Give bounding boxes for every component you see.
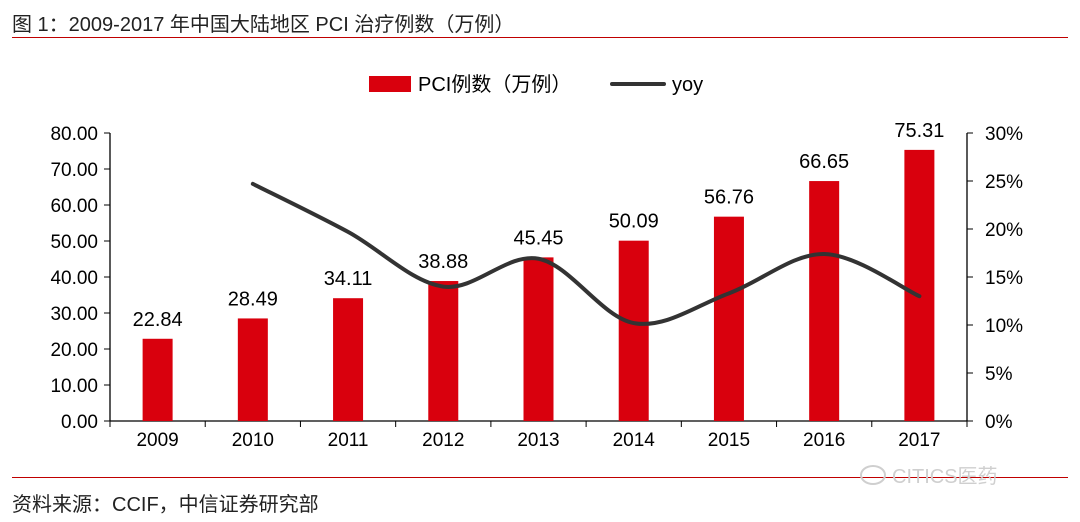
bar-data-label: 28.49	[228, 288, 278, 310]
watermark: CITICS医药	[860, 460, 998, 489]
axis-tick-labels: 0.00 10.00 20.00 30.00 40.00 50.00 60.00 70.00 8…	[50, 124, 1023, 451]
bar-data-labels: 22.84 28.49 34.11 38.88 45.45 50.09 56.76 66.65…	[133, 120, 945, 331]
bar	[618, 240, 649, 421]
x-axis-tick-label: 2017	[898, 430, 940, 451]
bar	[713, 216, 744, 421]
bar-data-label: 75.31	[894, 120, 944, 142]
bar-data-label: 38.88	[418, 251, 468, 273]
left-axis-tick-label: 40.00	[50, 268, 98, 289]
left-axis-tick-label: 0.00	[61, 412, 98, 433]
bar	[904, 149, 935, 421]
bar	[333, 298, 364, 421]
legend-label-line: yoy	[672, 74, 703, 96]
wechat-icon	[860, 465, 886, 485]
left-axis-tick-label: 80.00	[50, 124, 98, 145]
bar-data-label: 56.76	[704, 187, 754, 209]
bar	[142, 338, 173, 421]
x-axis-tick-label: 2015	[708, 430, 750, 451]
figure-title: 图 1：2009-2017 年中国大陆地区 PCI 治疗例数（万例）	[12, 14, 515, 36]
bar	[523, 257, 554, 421]
right-axis-tick-label: 5%	[985, 364, 1013, 385]
title-divider	[12, 37, 1068, 38]
source-note: 资料来源：CCIF，中信证券研究部	[12, 494, 319, 516]
x-axis-tick-label: 2016	[803, 430, 845, 451]
bar-data-label: 50.09	[609, 211, 659, 233]
bar	[237, 318, 268, 421]
x-axis-tick-label: 2011	[328, 430, 369, 451]
left-axis-tick-label: 30.00	[50, 304, 98, 325]
bar-data-label: 34.11	[324, 268, 373, 290]
bar	[428, 281, 459, 421]
left-axis-tick-label: 50.00	[50, 232, 98, 253]
right-axis-tick-label: 20%	[985, 220, 1023, 241]
left-axis-tick-label: 70.00	[50, 160, 98, 181]
footer-divider	[12, 477, 1068, 478]
chart-legend: PCI例数（万例） yoy	[369, 73, 703, 96]
bar-series	[142, 149, 935, 421]
x-axis-tick-label: 2010	[232, 430, 274, 451]
right-axis-tick-label: 30%	[985, 124, 1023, 145]
x-axis-tick-label: 2009	[136, 430, 178, 451]
watermark-text: CITICS医药	[892, 466, 998, 488]
yoy-line	[250, 181, 922, 326]
right-axis-tick-label: 10%	[985, 316, 1023, 337]
right-axis-tick-label: 0%	[985, 412, 1013, 433]
x-axis-tick-label: 2012	[422, 430, 464, 451]
legend-label-bar: PCI例数（万例）	[418, 73, 571, 96]
bar-data-label: 45.45	[513, 227, 563, 249]
x-axis-tick-label: 2013	[517, 430, 559, 451]
right-axis-tick-label: 15%	[985, 268, 1023, 289]
left-axis-tick-label: 60.00	[50, 196, 98, 217]
left-axis-tick-label: 20.00	[50, 340, 98, 361]
bar-data-label: 22.84	[133, 309, 183, 331]
bar-data-label: 66.65	[799, 151, 849, 173]
yoy-line-series	[250, 181, 922, 326]
legend-swatch-bar	[369, 76, 411, 92]
x-axis-tick-label: 2014	[613, 430, 656, 451]
left-axis-tick-label: 10.00	[50, 376, 98, 397]
bar	[809, 181, 840, 421]
right-axis-tick-label: 25%	[985, 172, 1023, 193]
